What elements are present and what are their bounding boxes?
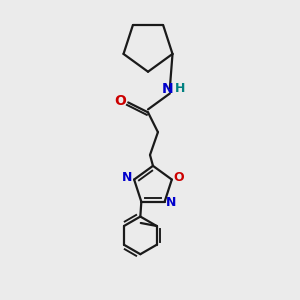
Text: N: N — [162, 82, 174, 96]
Text: N: N — [167, 196, 177, 209]
Text: N: N — [122, 171, 132, 184]
Text: O: O — [114, 94, 126, 109]
Text: O: O — [173, 171, 184, 184]
Text: H: H — [175, 82, 185, 95]
